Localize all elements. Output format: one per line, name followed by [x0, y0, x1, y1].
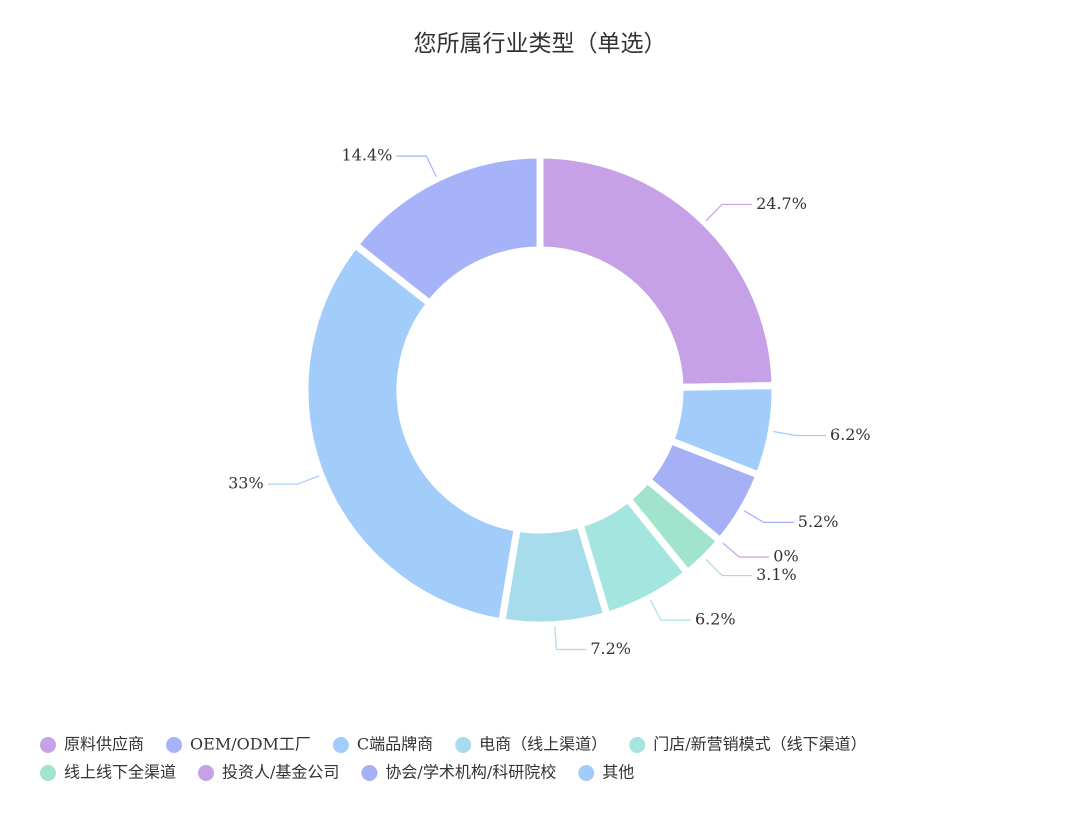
data-label: 7.2%: [590, 639, 631, 658]
legend-marker: [455, 737, 472, 753]
legend-marker: [332, 737, 349, 753]
data-label: 5.2%: [798, 512, 839, 531]
leader-line: [554, 626, 587, 651]
leader-line: [705, 203, 753, 222]
legend-label: 门店/新营销模式（线下渠道）: [653, 735, 866, 754]
leader-line: [773, 430, 826, 437]
leader-line: [721, 541, 770, 558]
legend-label: 线上线下全渠道: [64, 763, 176, 782]
legend-label: C端品牌商: [357, 735, 433, 754]
slice: [351, 151, 544, 307]
leader-line: [743, 510, 794, 523]
data-label: 14.4%: [342, 146, 393, 165]
leader-line: [705, 558, 753, 577]
data-label: 6.2%: [695, 610, 736, 629]
data-label: 6.2%: [830, 425, 871, 444]
legend-marker: [166, 737, 183, 753]
chart-title: 您所属行业类型（单选）: [414, 31, 667, 57]
slice: [536, 151, 779, 391]
legend-label: 原料供应商: [64, 735, 144, 754]
slice: [301, 241, 521, 626]
legend-label: OEM/ODM工厂: [190, 735, 311, 754]
legend-marker: [198, 765, 215, 781]
legend-label: 电商（线上渠道）: [479, 735, 607, 754]
legend-marker: [578, 765, 595, 781]
data-label: 0%: [773, 546, 798, 565]
legend-label: 投资人/基金公司: [222, 763, 339, 782]
leader-line: [267, 475, 320, 485]
legend-marker: [40, 765, 56, 781]
legend-marker: [629, 737, 646, 753]
leader-line: [649, 599, 691, 621]
legend-marker: [40, 737, 56, 753]
legend-label: 其他: [602, 763, 634, 782]
legend-marker: [361, 765, 378, 781]
leader-line: [396, 155, 437, 178]
data-label: 33%: [228, 474, 264, 493]
data-label: 3.1%: [756, 565, 797, 584]
data-label: 24.7%: [756, 194, 807, 213]
legend-label: 协会/学术机构/科研院校: [385, 763, 556, 782]
